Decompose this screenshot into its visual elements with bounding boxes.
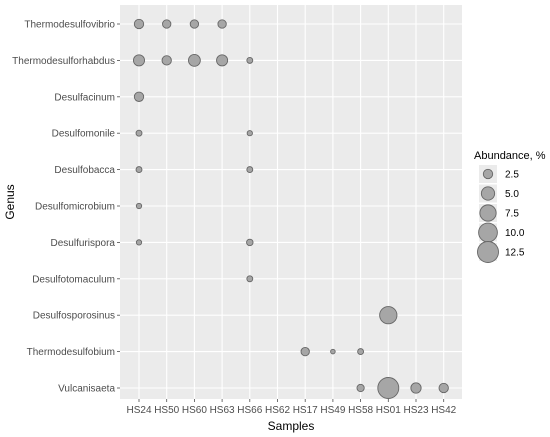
data-point <box>246 56 254 64</box>
data-point <box>356 383 365 393</box>
x-tick-label: HS49 <box>320 405 345 416</box>
data-point <box>246 275 254 283</box>
x-axis-title: Samples <box>268 419 315 433</box>
x-tick-label: HS50 <box>154 405 179 416</box>
data-point <box>246 166 254 174</box>
legend-label: 10.0 <box>505 228 525 239</box>
data-point <box>133 18 145 30</box>
data-point <box>357 348 365 356</box>
data-point <box>135 129 143 137</box>
x-tick-label: HS66 <box>237 405 262 416</box>
data-point <box>410 382 422 394</box>
legend-label: 12.5 <box>505 248 525 259</box>
y-tick-label: Desulfosporosinus <box>33 311 115 322</box>
data-point <box>132 54 146 67</box>
y-tick-labels: Thermodesulfovibrio Thermodesulforhabdus D… <box>12 20 115 395</box>
y-tick-label: Thermodesulfobium <box>27 347 115 358</box>
data-point <box>135 239 143 246</box>
legend-point <box>480 186 496 201</box>
y-tick-label: Desulfurispora <box>51 238 116 249</box>
legend: Abundance, % 2.5 5.0 7.5 10.0 12.5 <box>474 150 546 263</box>
x-tick-label: HS42 <box>431 405 456 416</box>
data-point <box>330 348 336 355</box>
data-point <box>135 166 143 174</box>
axis-ticks <box>117 23 445 402</box>
data-point <box>246 238 254 247</box>
data-point <box>133 91 145 102</box>
x-tick-label: HS24 <box>126 405 151 416</box>
y-tick-label: Thermodesulforhabdus <box>12 56 115 67</box>
data-point <box>135 202 143 210</box>
gridlines <box>120 5 462 399</box>
x-tick-label: HS63 <box>210 405 235 416</box>
legend-point <box>479 204 497 222</box>
legend-label: 5.0 <box>505 189 519 200</box>
data-points <box>132 18 449 399</box>
data-point <box>216 54 229 67</box>
y-tick-label: Desulfomonile <box>52 129 116 140</box>
x-tick-label: HS23 <box>403 405 428 416</box>
data-point <box>162 19 172 29</box>
data-point <box>161 55 172 66</box>
x-tick-label: HS01 <box>376 405 401 416</box>
y-axis-title: Genus <box>3 184 17 219</box>
data-point <box>217 19 227 29</box>
y-tick-label: Desulfotomaculum <box>32 274 115 285</box>
legend-label: 2.5 <box>505 170 519 181</box>
x-tick-labels: HS24 HS50 HS60 HS63 HS66 HS62 HS17 HS49 HS58 HS01… <box>126 405 456 416</box>
legend-title: Abundance, % <box>474 150 546 162</box>
legend-items: 2.5 5.0 7.5 10.0 12.5 <box>477 165 525 263</box>
data-point <box>438 382 449 394</box>
data-point <box>188 54 201 67</box>
data-point <box>379 306 398 325</box>
data-point <box>189 19 200 29</box>
y-tick-label: Thermodesulfovibrio <box>24 20 115 31</box>
data-point <box>246 130 253 137</box>
y-tick-label: Desulfobacca <box>54 165 115 176</box>
x-tick-label: HS60 <box>182 405 207 416</box>
y-tick-label: Desulfomicrobium <box>35 202 115 213</box>
data-point <box>300 346 310 357</box>
legend-point <box>482 168 494 180</box>
y-tick-label: Vulcanisaeta <box>58 384 115 395</box>
x-tick-label: HS17 <box>293 405 318 416</box>
x-tick-label: HS62 <box>265 405 290 416</box>
y-tick-label: Desulfacinum <box>54 92 115 103</box>
x-tick-label: HS58 <box>348 405 373 416</box>
plot-panel <box>120 5 462 399</box>
legend-point <box>477 241 499 263</box>
data-point <box>377 377 400 399</box>
legend-label: 7.5 <box>505 209 519 220</box>
legend-point <box>478 222 498 243</box>
